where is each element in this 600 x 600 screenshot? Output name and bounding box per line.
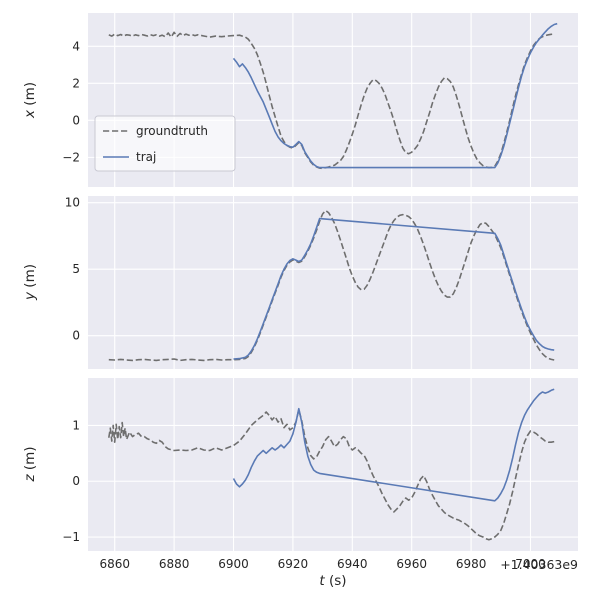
tick-label: 6960 bbox=[396, 557, 427, 571]
y-axis-label-y: y (m) bbox=[22, 264, 38, 300]
tick-label: 6880 bbox=[159, 557, 190, 571]
gridlines bbox=[88, 378, 578, 551]
x-axis-label-var: t bbox=[319, 573, 325, 589]
axes-background bbox=[88, 378, 578, 551]
tick-label: 6900 bbox=[218, 557, 249, 571]
series-line-groundtruth bbox=[108, 31, 555, 170]
subplot-y: 0 5 10 bbox=[65, 196, 578, 369]
legend: groundtruth traj bbox=[94, 115, 236, 172]
x-axis-label-unit: (s) bbox=[324, 573, 347, 589]
subplot-z: −1 0 1 6860 6880 6900 6920 6940 6960 6980 7000 bbox=[62, 378, 578, 571]
tick-label: 0 bbox=[72, 474, 80, 488]
tick-label: 7000 bbox=[515, 557, 546, 571]
tick-label: 6920 bbox=[278, 557, 309, 571]
tick-label: 2 bbox=[72, 76, 80, 90]
y-axis-label-z: z (m) bbox=[22, 446, 38, 481]
tick-label: −2 bbox=[62, 150, 80, 164]
tick-label: 10 bbox=[65, 196, 80, 210]
tick-label: 1 bbox=[72, 418, 80, 432]
series-line-traj bbox=[232, 22, 558, 169]
series-line-groundtruth bbox=[108, 409, 555, 541]
legend-label-groundtruth: groundtruth bbox=[136, 124, 208, 138]
y-axis-label-y-var: y bbox=[22, 291, 38, 300]
tick-label: −1 bbox=[62, 530, 80, 544]
gridlines bbox=[88, 196, 578, 369]
y-axis-label-y-unit: (m) bbox=[22, 264, 38, 292]
y-axis-label-x-var: x bbox=[22, 109, 38, 118]
series-line-traj bbox=[232, 388, 555, 502]
tick-label: 4 bbox=[72, 39, 80, 53]
tick-label: 6860 bbox=[99, 557, 130, 571]
x-axis-offset-text: +1.40363e9 bbox=[500, 557, 578, 572]
axes-background bbox=[88, 196, 578, 369]
tick-label: 6980 bbox=[456, 557, 487, 571]
tick-label: 0 bbox=[72, 113, 80, 127]
y-axis-label-x: x (m) bbox=[22, 82, 38, 118]
y-axis-label-z-unit: (m) bbox=[22, 446, 38, 475]
legend-box bbox=[94, 115, 236, 172]
x-axis-label: t (s) bbox=[319, 573, 346, 589]
tick-label: 6940 bbox=[337, 557, 368, 571]
y-axis-label-z-var: z bbox=[22, 474, 38, 482]
tick-label: 5 bbox=[72, 262, 80, 276]
tick-label: 0 bbox=[72, 329, 80, 343]
y-axis-label-x-unit: (m) bbox=[22, 82, 38, 110]
series-line-traj bbox=[233, 217, 555, 360]
legend-label-traj: traj bbox=[136, 150, 156, 164]
